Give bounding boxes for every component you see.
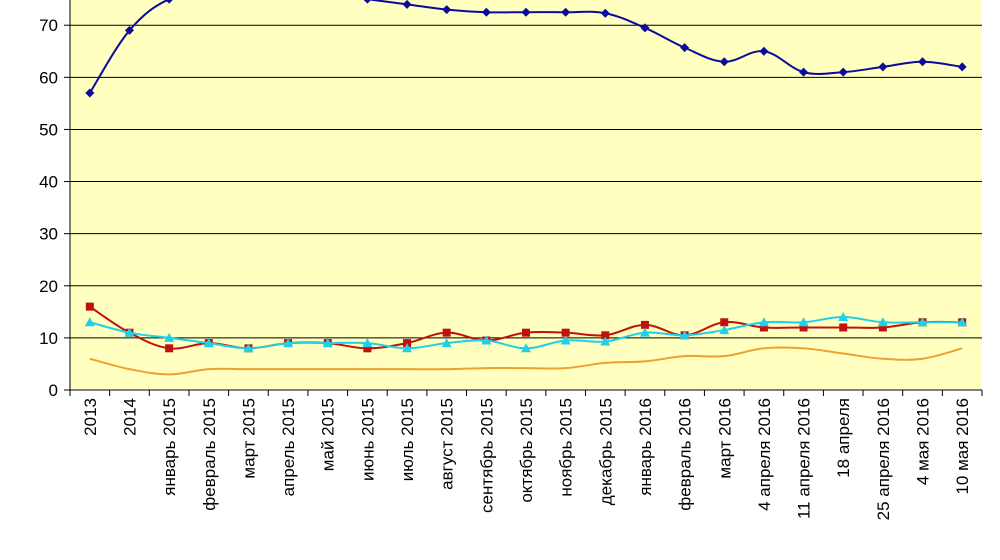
gridlines: [70, 24, 982, 339]
data-point: [442, 328, 451, 337]
y-axis-ticks: 01020304050607080: [39, 16, 70, 400]
series-4: [89, 346, 963, 376]
plot-area: [70, 0, 982, 390]
data-point: [917, 317, 928, 327]
data-point: [758, 317, 769, 327]
series-1: [85, 0, 967, 98]
data-point: [957, 317, 968, 327]
data-point: [878, 323, 887, 332]
data-point: [561, 7, 571, 17]
data-point: [363, 0, 372, 4]
x-tick-label: 25 апреля 2016: [874, 398, 893, 520]
data-point: [719, 325, 730, 335]
x-tick-label: февраль 2015: [200, 398, 219, 511]
data-point: [85, 302, 94, 311]
data-point: [759, 46, 769, 56]
axes: [69, 0, 982, 391]
data-point: [322, 338, 333, 348]
data-point: [124, 25, 134, 35]
x-tick-label: август 2015: [438, 398, 457, 490]
data-point: [798, 317, 809, 327]
y-tick-label: 10: [39, 329, 58, 348]
x-tick-label: сентябрь 2015: [477, 398, 496, 513]
x-tick-label: 4 апреля 2016: [755, 398, 774, 511]
data-point: [640, 23, 650, 33]
x-tick-label: май 2015: [319, 398, 338, 471]
data-point: [957, 62, 967, 72]
data-point: [639, 327, 650, 337]
data-point: [203, 338, 214, 348]
y-tick-label: 50: [39, 120, 58, 139]
data-point: [362, 338, 373, 348]
data-point: [441, 338, 452, 348]
data-point: [679, 330, 690, 340]
series-3: [84, 312, 968, 353]
x-axis-ticks: 2013 2014 январь 2015 февраль 2015 март 2015…: [69, 390, 983, 520]
x-tick-label: март 2015: [239, 398, 258, 479]
data-point: [561, 328, 570, 337]
x-tick-label: июль 2015: [398, 398, 417, 481]
y-tick-label: 30: [39, 225, 58, 244]
data-point: [283, 338, 294, 348]
data-point: [403, 339, 412, 348]
series-line: [89, 346, 963, 376]
data-point: [243, 343, 254, 353]
data-point: [85, 88, 95, 98]
data-point: [720, 318, 729, 327]
x-tick-label: 11 апреля 2016: [795, 398, 814, 519]
y-tick-label: 40: [39, 173, 58, 192]
data-point: [481, 335, 492, 345]
data-point: [601, 331, 610, 340]
y-tick-label: 0: [49, 381, 58, 400]
x-tick-label: апрель 2015: [279, 398, 298, 496]
y-tick-label: 20: [39, 277, 58, 296]
data-point: [918, 57, 928, 67]
data-point: [165, 0, 173, 4]
data-point: [442, 5, 452, 15]
data-point: [165, 344, 174, 353]
data-point: [759, 323, 768, 332]
x-tick-label: 4 мая 2016: [914, 398, 933, 485]
x-tick-label: октябрь 2015: [517, 398, 536, 503]
data-point: [402, 0, 412, 9]
x-tick-label: июнь 2015: [358, 398, 377, 481]
x-tick-label: январь 2016: [636, 398, 655, 496]
x-tick-label: 2014: [120, 398, 139, 436]
x-tick-label: март 2016: [715, 398, 734, 479]
data-point: [839, 323, 848, 332]
data-point: [560, 335, 571, 345]
data-point: [84, 317, 95, 327]
data-point: [481, 7, 491, 17]
x-tick-label: ноябрь 2015: [557, 398, 576, 497]
data-point: [719, 57, 729, 67]
data-point: [600, 8, 610, 18]
y-tick-label: 60: [39, 68, 58, 87]
data-point: [799, 67, 809, 77]
data-point: [521, 7, 531, 17]
data-point: [640, 320, 649, 329]
data-point: [838, 67, 848, 77]
data-point: [680, 43, 690, 53]
series-group: [84, 0, 968, 376]
data-point: [799, 323, 808, 332]
data-point: [124, 327, 135, 337]
x-tick-label: 2013: [81, 398, 100, 436]
x-tick-label: 10 мая 2016: [953, 398, 972, 495]
data-point: [363, 344, 372, 353]
data-point: [877, 317, 888, 327]
data-point: [164, 332, 175, 342]
data-point: [521, 343, 531, 353]
data-point: [600, 336, 611, 346]
x-tick-label: 18 апреля: [834, 398, 853, 478]
data-point: [878, 62, 888, 72]
x-tick-label: декабрь 2015: [596, 398, 615, 505]
data-point: [402, 343, 413, 353]
x-tick-label: январь 2015: [160, 398, 179, 496]
data-point: [522, 328, 530, 337]
x-tick-label: февраль 2016: [676, 398, 695, 511]
data-point: [838, 312, 849, 322]
y-tick-label: 70: [39, 16, 58, 35]
